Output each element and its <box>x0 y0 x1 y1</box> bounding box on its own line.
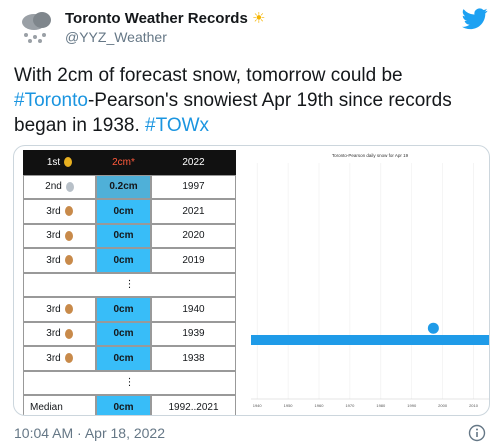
table-cell: 3rd <box>23 248 96 273</box>
cell-text: 0cm <box>113 230 134 242</box>
x-tick-label: 1970 <box>345 403 355 408</box>
cell-text: 1939 <box>182 328 205 340</box>
data-point <box>427 322 439 334</box>
cell-text: 0cm <box>113 401 134 413</box>
cell-text: 3rd <box>46 328 61 340</box>
zero-band <box>251 335 489 345</box>
cell-text: 0cm <box>113 205 134 217</box>
medal-icon <box>64 230 73 241</box>
text-segment: With 2cm of forecast snow, tomorrow coul… <box>14 65 403 86</box>
hashtag[interactable]: #Toronto <box>14 90 88 111</box>
ellipsis-cell: ⋮ <box>23 370 236 395</box>
medal-icon <box>64 255 73 266</box>
cell-text: 1992..2021 <box>168 401 219 413</box>
cell-text: 2cm* <box>112 156 135 168</box>
cell-text: 0cm <box>113 303 134 315</box>
text-line: #Toronto-Pearson's snowiest Apr 19th sin… <box>14 88 452 113</box>
cell-text: 0cm <box>113 328 134 340</box>
table-cell: 0cm <box>96 346 151 371</box>
info-icon[interactable] <box>468 424 486 442</box>
table-cell: 0.2cm <box>96 174 151 199</box>
table-cell: 0cm <box>96 321 151 346</box>
cell-text: 1938 <box>182 352 205 364</box>
table-cell: 3rd <box>23 297 96 322</box>
table-cell: 0cm <box>96 223 151 248</box>
table-cell: 2cm* <box>96 150 151 175</box>
table-cell: 2nd <box>23 174 96 199</box>
cell-text: 3rd <box>46 303 61 315</box>
table-cell: 2022 <box>151 150 236 175</box>
medal-icon <box>64 206 73 217</box>
x-tick-label: 1960 <box>315 403 325 408</box>
avatar <box>22 12 51 43</box>
table-cell: 0cm <box>96 199 151 224</box>
x-tick-label: 2000 <box>438 403 448 408</box>
medal-icon <box>65 181 74 192</box>
table-cell: 0cm <box>96 248 151 273</box>
table-cell: 3rd <box>23 346 96 371</box>
x-tick-label: 2010 <box>469 403 479 408</box>
chart: Toronto-Pearson daily snow for Apr 19 194… <box>251 153 489 408</box>
timestamp[interactable]: 10:04 AM · Apr 18, 2022 <box>14 425 165 441</box>
cell-text: 3rd <box>46 205 61 217</box>
table-cell: 1st <box>23 150 96 175</box>
cell-text: 1940 <box>182 303 205 315</box>
medal-icon <box>64 353 73 364</box>
table-cell: 3rd <box>23 321 96 346</box>
text-segment: -Pearson's snowiest Apr 19th since recor… <box>87 90 452 111</box>
cell-text: 2019 <box>182 254 205 266</box>
media[interactable]: Toronto-Pearson daily snow for Apr 19 194… <box>13 145 490 416</box>
table-cell: 0cm <box>96 395 151 415</box>
cell-text: 2021 <box>182 205 205 217</box>
text-line: With 2cm of forecast snow, tomorrow coul… <box>14 63 452 88</box>
cell-text: 2022 <box>182 156 205 168</box>
x-tick-label: 1980 <box>376 403 386 408</box>
cell-text: 2nd <box>45 181 62 193</box>
cell-text: 0cm <box>113 254 134 266</box>
cell-text: Median <box>30 401 63 413</box>
table-cell: 1997 <box>151 174 236 199</box>
medal-icon <box>64 304 73 315</box>
table-cell: 2019 <box>151 248 236 273</box>
x-tick-label: 1940 <box>253 403 263 408</box>
hashtag[interactable]: #TOWx <box>145 115 210 136</box>
table-cell: 3rd <box>23 199 96 224</box>
text-segment: began in 1938. <box>14 115 146 136</box>
x-tick-label: 1950 <box>284 403 294 408</box>
table-cell: 0cm <box>96 297 151 322</box>
cell-text: 2020 <box>182 230 205 242</box>
twitter-logo[interactable] <box>462 8 488 30</box>
user-handle[interactable]: @YYZ_Weather <box>65 29 167 45</box>
cell-text: 3rd <box>46 230 61 242</box>
table-cell: Median <box>23 395 96 415</box>
cell-text: 1997 <box>182 181 205 193</box>
chart-title: Toronto-Pearson daily snow for Apr 19 <box>332 153 409 158</box>
table-cell: 3rd <box>23 223 96 248</box>
user-name[interactable]: Toronto Weather Records ☀ <box>65 10 266 27</box>
medal-icon <box>64 328 73 339</box>
tweet-text: With 2cm of forecast snow, tomorrow coul… <box>14 63 452 138</box>
medal-icon <box>64 157 73 168</box>
cell-text: 0cm <box>113 352 134 364</box>
cell-text: 0.2cm <box>109 181 138 193</box>
user-name-text[interactable]: Toronto Weather Records <box>65 10 248 27</box>
text-line: began in 1938. #TOWx <box>14 113 452 138</box>
table-cell: 1940 <box>151 297 236 322</box>
cell-text: 1st <box>46 156 61 168</box>
cell-text: 3rd <box>46 254 61 266</box>
table-cell: 2020 <box>151 223 236 248</box>
cell-text: 3rd <box>46 352 61 364</box>
table-cell: 2021 <box>151 199 236 224</box>
table-cell: 1992..2021 <box>151 395 236 415</box>
ellipsis-cell: ⋮ <box>23 272 236 297</box>
table-cell: 1939 <box>151 321 236 346</box>
table-cell: 1938 <box>151 346 236 371</box>
x-tick-label: 1990 <box>407 403 417 408</box>
